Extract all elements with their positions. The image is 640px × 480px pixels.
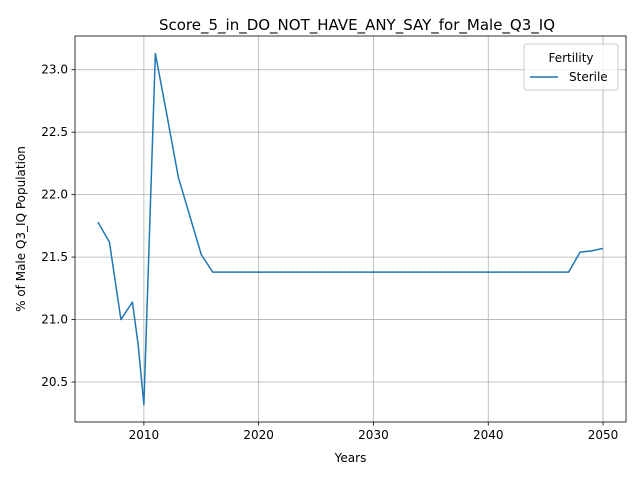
x-tick-label: 2050 xyxy=(588,428,619,442)
y-tick-label: 22.5 xyxy=(41,125,68,139)
legend: Fertility Sterile xyxy=(523,43,619,91)
x-tick-label: 2020 xyxy=(243,428,274,442)
x-axis-label: Years xyxy=(334,451,367,465)
y-tick-label: 20.5 xyxy=(41,375,68,389)
y-tick-label: 23.0 xyxy=(41,63,68,77)
series-line-sterile xyxy=(97,52,604,406)
grid xyxy=(75,36,626,422)
chart-title: Score_5_in_DO_NOT_HAVE_ANY_SAY_for_Male_… xyxy=(159,16,555,35)
legend-box xyxy=(523,43,619,91)
y-axis-label: % of Male Q3_IQ Population xyxy=(14,146,28,312)
y-tick-label: 21.0 xyxy=(41,313,68,327)
axis-ticks: 2010 2020 2030 2040 2050 20.5 21.0 21.5 22.0 22.5… xyxy=(41,63,618,442)
x-tick-label: 2040 xyxy=(473,428,504,442)
legend-title: Fertility xyxy=(548,51,593,65)
plot-frame xyxy=(74,35,627,423)
x-tick-label: 2010 xyxy=(129,428,160,442)
y-tick-label: 21.5 xyxy=(41,250,68,264)
plot-lines xyxy=(97,52,604,406)
x-tick-label: 2030 xyxy=(358,428,389,442)
legend-label-sterile: Sterile xyxy=(569,70,608,84)
y-tick-label: 22.0 xyxy=(41,188,68,202)
